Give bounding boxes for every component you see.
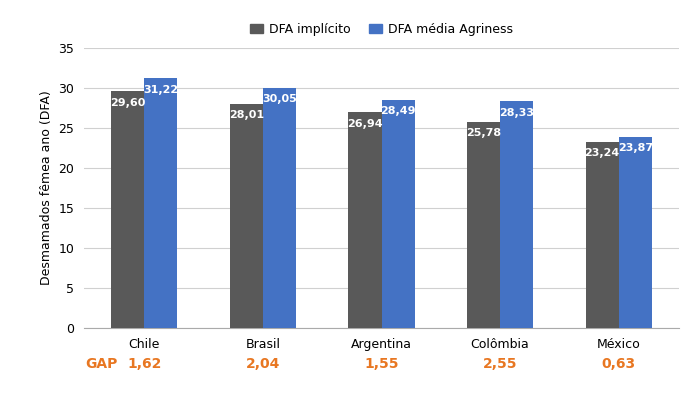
Text: 26,94: 26,94: [347, 119, 383, 129]
Text: GAP: GAP: [85, 357, 118, 371]
Text: 1,62: 1,62: [127, 357, 162, 371]
Bar: [144, 78, 178, 328]
Bar: [585, 142, 619, 328]
Bar: [500, 101, 533, 328]
Bar: [263, 88, 296, 328]
Text: 28,01: 28,01: [229, 110, 264, 120]
Bar: [467, 122, 500, 328]
Text: 30,05: 30,05: [262, 94, 297, 104]
Text: 2,55: 2,55: [483, 357, 517, 371]
Text: 2,04: 2,04: [246, 357, 280, 371]
Text: 0,63: 0,63: [602, 357, 636, 371]
Bar: [111, 91, 144, 328]
Text: 23,24: 23,24: [584, 148, 620, 158]
Legend: DFA implícito, DFA média Agriness: DFA implícito, DFA média Agriness: [245, 18, 518, 41]
Text: 23,87: 23,87: [618, 144, 653, 154]
Text: 31,22: 31,22: [144, 85, 178, 95]
Text: 28,49: 28,49: [380, 106, 416, 116]
Bar: [349, 112, 382, 328]
Text: 1,55: 1,55: [364, 357, 399, 371]
Text: 28,33: 28,33: [499, 108, 534, 118]
Bar: [230, 104, 263, 328]
Text: 29,60: 29,60: [110, 98, 146, 108]
Bar: [619, 137, 652, 328]
Bar: [382, 100, 414, 328]
Text: 25,78: 25,78: [466, 128, 501, 138]
Y-axis label: Desmamados fêmea ano (DFA): Desmamados fêmea ano (DFA): [40, 91, 52, 285]
